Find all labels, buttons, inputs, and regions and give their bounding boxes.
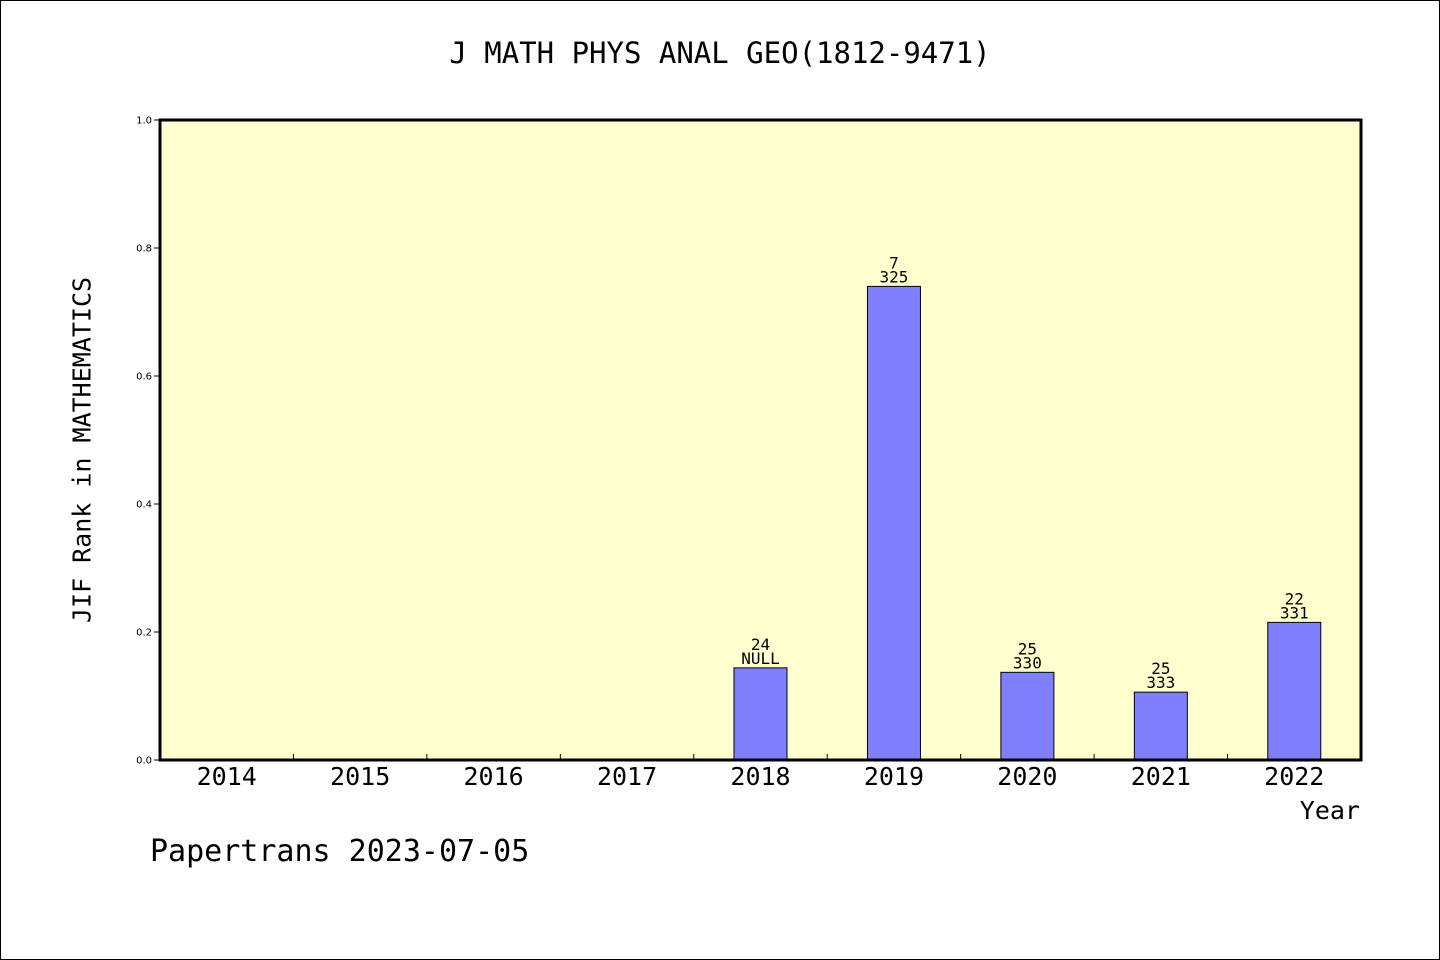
bar-2018 [733, 667, 788, 761]
bar-label-total: 330 [1013, 653, 1042, 672]
x-category-label: 2021 [1131, 762, 1191, 791]
bar-label-rank: 24 [751, 635, 770, 654]
bar-label-rank: 7 [889, 253, 899, 272]
chart-title: J MATH PHYS ANAL GEO(1812-9471) [449, 36, 991, 70]
bars [733, 285, 1322, 761]
y-tick-label: 0.0 [136, 756, 152, 767]
footer-text: Papertrans 2023-07-05 [150, 834, 530, 869]
y-tick-label: 1.0 [136, 116, 152, 127]
y-tick-label: 0.6 [136, 372, 152, 383]
x-category-label: 2015 [330, 762, 390, 791]
bar-2021 [1133, 691, 1188, 761]
bar-label-rank: 25 [1018, 639, 1037, 658]
x-axis-label: Year [1299, 796, 1360, 825]
bar-label-rank: 22 [1285, 589, 1304, 608]
y-tick-label: 0.2 [136, 628, 152, 639]
x-category-label: 2022 [1264, 762, 1324, 791]
x-category-label: 2014 [197, 762, 257, 791]
x-axis-categories: 2014 2015 2016 2017 2018 2019 2020 2021 2022 [197, 762, 1325, 791]
y-axis-ticks: 0.0 0.2 0.4 0.6 0.8 1.0 [136, 116, 160, 767]
bar-label-rank: 25 [1151, 659, 1170, 678]
x-category-label: 2020 [997, 762, 1057, 791]
x-category-label: 2017 [597, 762, 657, 791]
y-tick-label: 0.8 [136, 244, 152, 255]
bar-label-total: 333 [1146, 673, 1175, 692]
x-category-label: 2016 [464, 762, 524, 791]
plot-area [160, 120, 1361, 760]
x-category-label: 2018 [730, 762, 790, 791]
plot-border [158, 118, 1363, 762]
y-tick-label: 0.4 [136, 500, 152, 511]
x-category-label: 2019 [864, 762, 924, 791]
bar-label-total: 331 [1280, 603, 1309, 622]
bar-2022 [1267, 621, 1322, 761]
bar-label-total: 325 [879, 267, 908, 286]
bar-2020 [1000, 671, 1055, 761]
bar-2019 [866, 285, 921, 761]
bar-label-total: NULL [741, 649, 780, 668]
